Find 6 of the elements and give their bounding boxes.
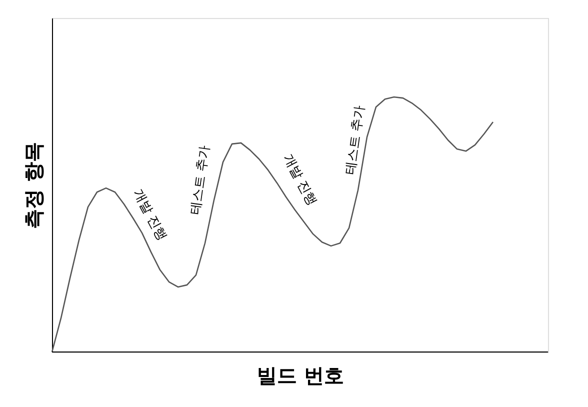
annotation: 개발 진행 — [280, 152, 320, 209]
x-axis-title: 빌드 번호 — [257, 364, 344, 388]
y-axis-title: 측정 항목 — [22, 142, 46, 229]
annotation: 테스트 추가 — [343, 104, 368, 176]
annotation: 테스트 추가 — [188, 144, 213, 216]
annotation: 개발 진행 — [130, 186, 170, 244]
